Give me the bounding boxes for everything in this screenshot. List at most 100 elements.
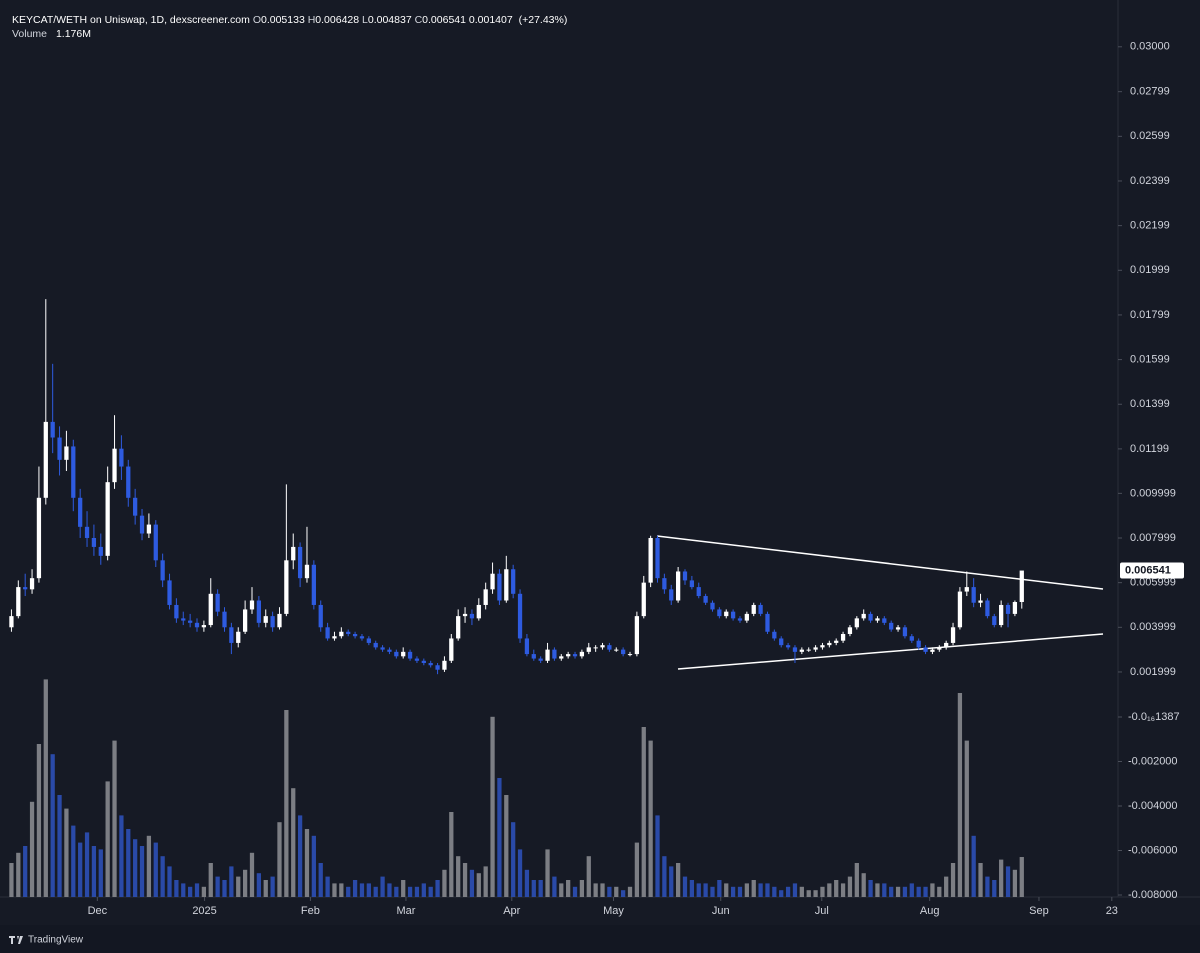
candle-body [160,560,165,581]
volume-bar [717,880,722,897]
candle-body [181,618,186,621]
candle-body [112,448,117,483]
candle-body [545,649,550,661]
trend-lines [656,535,1104,670]
ohlc-key: C [414,14,423,26]
volume-value: 1.176M [55,28,91,40]
candle-body [579,651,585,657]
volume-bar [339,883,344,897]
volume-bar [765,883,770,897]
ohlc-value: 0.006541 [422,14,466,26]
candle-body [586,647,591,652]
candle-body [249,600,255,610]
volume-bar [751,880,756,897]
candle-body [634,616,640,655]
volume-bar [785,886,791,897]
y-tick-label: 0.001999 [1130,666,1176,678]
volume-bar [284,710,289,897]
volume-bar [579,880,585,897]
volume-bar [359,883,365,897]
volume-bar [91,846,97,897]
x-tick-label: 23 [1106,905,1118,917]
candle-body [167,580,172,605]
candle-body [607,645,612,650]
volume-bar [511,822,516,897]
candle-body [50,421,55,438]
last-price-box [1120,562,1184,579]
candle-body [827,642,832,646]
volume-bar [291,788,296,897]
volume-bar [174,880,179,897]
candle-body [284,560,289,614]
y-tick-label: 0.01999 [1130,264,1170,276]
candle-body [36,497,42,579]
volume-bar [442,869,447,897]
volume-bar [944,876,949,897]
candle-body [394,651,399,657]
volume-bar [483,866,488,897]
candle-body [1012,601,1018,614]
volume-bar [29,801,35,897]
x-tick-label: Feb [301,905,320,917]
volume-bar [78,842,83,897]
candle-body [751,604,756,614]
volume-bar [806,890,811,897]
candle-body [834,640,839,643]
candle-body [414,658,420,661]
candle-body [325,627,330,639]
candle-body [916,640,921,648]
volume-bar [462,863,468,897]
candle-body [332,636,337,639]
candle-body [84,526,90,538]
candle-body [978,600,983,603]
volume-bar [889,886,894,897]
candle-body [366,638,371,643]
volume-bar [985,876,990,897]
volume-bar [827,883,832,897]
volume-bar [50,754,55,897]
legend: KEYCAT/WETH on Uniswap, 1D, dexscreener.… [12,13,567,41]
volume-bar [964,740,969,897]
volume-bar [895,886,901,897]
volume-bar [999,859,1004,897]
candle-body [854,618,859,628]
candle-body [1019,570,1024,602]
candle-body [311,564,316,605]
volume-bar [669,866,674,897]
candle-body [655,537,660,579]
volume-bar [112,740,117,897]
y-tick-label: 0.009999 [1130,487,1176,499]
volume-bar [504,795,509,897]
candle-body [359,636,365,639]
x-tick-label: Mar [396,905,415,917]
volume-bar [242,869,248,897]
candle-body [263,616,268,623]
y-tick-label: 0.02799 [1130,86,1170,98]
x-tick-label: Apr [503,905,520,917]
candle-body [992,616,997,626]
candle-body [57,437,62,460]
volume-bar [772,886,777,897]
legend-row: KEYCAT/WETH on Uniswap, 1D, dexscreener.… [12,13,567,27]
candle-body [23,587,28,590]
x-tick-label: Aug [920,905,940,917]
volume-bar [23,846,28,897]
volume-bar [586,856,591,897]
x-tick-label: 2025 [192,905,216,917]
candle-body [792,647,798,652]
volume-bar [435,880,440,897]
y2-tick-label: -0.004000 [1128,800,1178,812]
candle-body [490,573,495,590]
volume-bar [779,890,784,897]
candle-body [29,578,35,590]
candle-body [923,647,928,652]
volume-bar [696,883,701,897]
footer-bar [0,925,1200,953]
volume-bar [937,886,942,897]
volume-bar [882,883,887,897]
volume-bar [517,849,523,897]
candle-body [291,546,296,561]
candle-body [744,613,749,621]
candle-body [730,611,736,619]
